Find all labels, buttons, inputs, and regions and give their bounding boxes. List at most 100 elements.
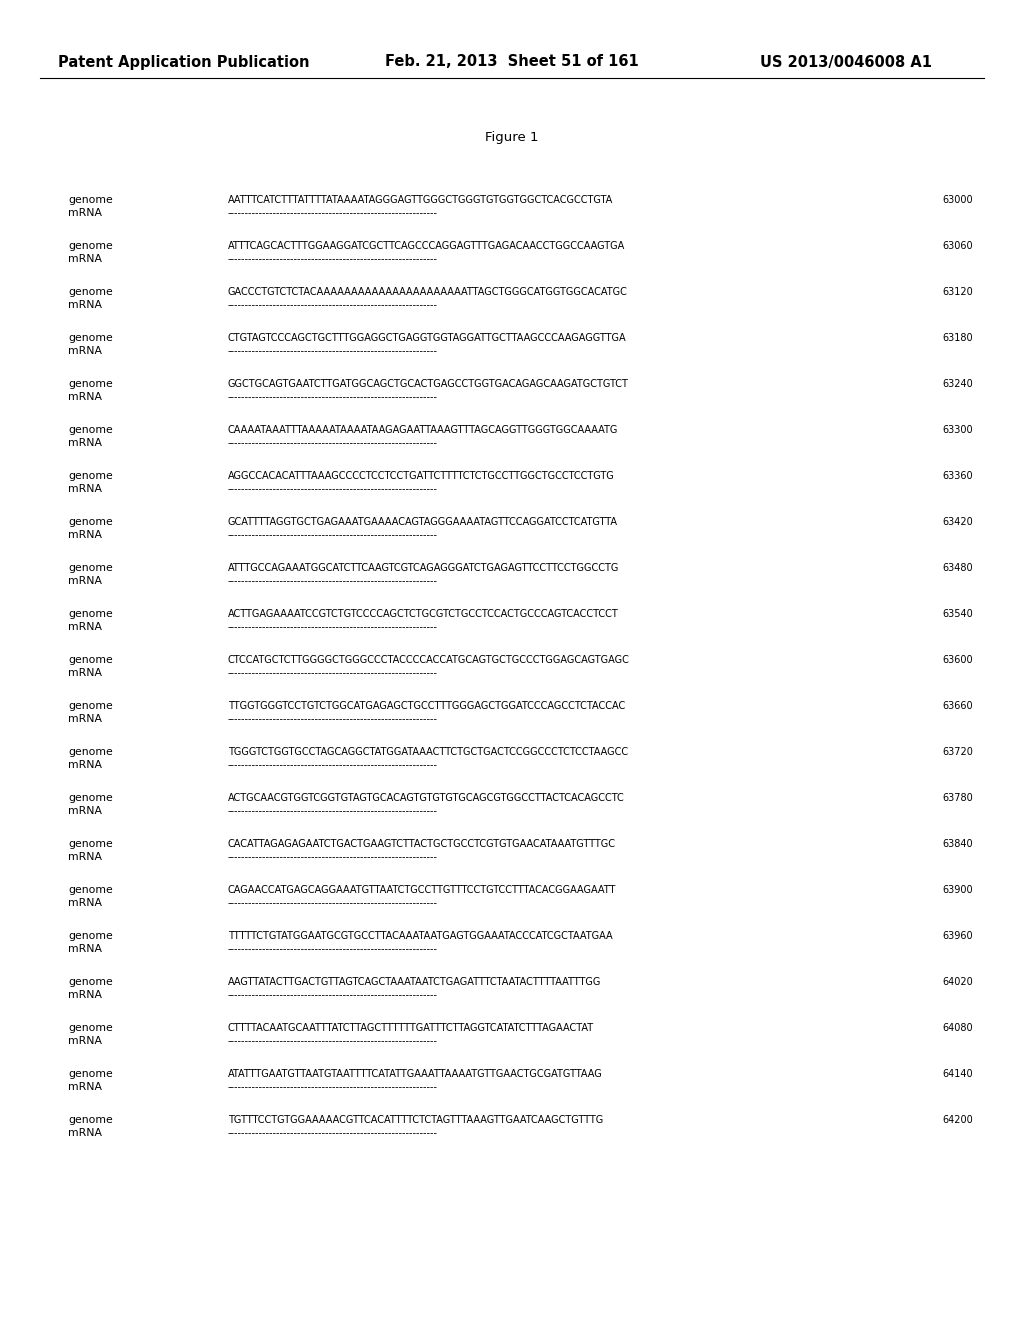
- Text: ------------------------------------------------------------: ----------------------------------------…: [228, 253, 438, 264]
- Text: mRNA: mRNA: [68, 484, 102, 494]
- Text: ------------------------------------------------------------: ----------------------------------------…: [228, 576, 438, 586]
- Text: genome: genome: [68, 609, 113, 619]
- Text: genome: genome: [68, 793, 113, 803]
- Text: genome: genome: [68, 564, 113, 573]
- Text: mRNA: mRNA: [68, 300, 102, 310]
- Text: 64020: 64020: [942, 977, 973, 987]
- Text: GGCTGCAGTGAATCTTGATGGCAGCTGCACTGAGCCTGGTGACAGAGCAAGATGCTGTCT: GGCTGCAGTGAATCTTGATGGCAGCTGCACTGAGCCTGGT…: [228, 379, 629, 389]
- Text: genome: genome: [68, 195, 113, 205]
- Text: mRNA: mRNA: [68, 1129, 102, 1138]
- Text: mRNA: mRNA: [68, 851, 102, 862]
- Text: genome: genome: [68, 931, 113, 941]
- Text: ------------------------------------------------------------: ----------------------------------------…: [228, 300, 438, 310]
- Text: mRNA: mRNA: [68, 760, 102, 770]
- Text: 64140: 64140: [942, 1069, 973, 1078]
- Text: genome: genome: [68, 701, 113, 711]
- Text: mRNA: mRNA: [68, 622, 102, 632]
- Text: mRNA: mRNA: [68, 990, 102, 1001]
- Text: GACCCTGTCTCTACAAAAAAAAAAAAAAAAAAAAAATTAGCTGGGCATGGTGGCACATGC: GACCCTGTCTCTACAAAAAAAAAAAAAAAAAAAAAATTAG…: [228, 286, 628, 297]
- Text: ------------------------------------------------------------: ----------------------------------------…: [228, 944, 438, 954]
- Text: TGTTTCCTGTGGAAAAACGTTCACATTTTCTCTAGTTTAAAGTTGAATCAAGCTGTTTG: TGTTTCCTGTGGAAAAACGTTCACATTTTCTCTAGTTTAA…: [228, 1115, 603, 1125]
- Text: ATTTCAGCACTTTGGAAGGATCGCTTCAGCCCAGGAGTTTGAGACAACCTGGCCAAGTGA: ATTTCAGCACTTTGGAAGGATCGCTTCAGCCCAGGAGTTT…: [228, 242, 626, 251]
- Text: TGGGTCTGGTGCCTAGCAGGCTATGGATAAACTTCTGCTGACTCCGGCCCTCTCCTAAGCC: TGGGTCTGGTGCCTAGCAGGCTATGGATAAACTTCTGCTG…: [228, 747, 628, 756]
- Text: ------------------------------------------------------------: ----------------------------------------…: [228, 438, 438, 447]
- Text: genome: genome: [68, 333, 113, 343]
- Text: GCATTTTAGGTGCTGAGAAATGAAAACAGTAGGGAAAATAGTTCCAGGATCCTCATGTTA: GCATTTTAGGTGCTGAGAAATGAAAACAGTAGGGAAAATA…: [228, 517, 618, 527]
- Text: 63600: 63600: [942, 655, 973, 665]
- Text: genome: genome: [68, 517, 113, 527]
- Text: Figure 1: Figure 1: [485, 132, 539, 144]
- Text: genome: genome: [68, 655, 113, 665]
- Text: 63480: 63480: [942, 564, 973, 573]
- Text: genome: genome: [68, 977, 113, 987]
- Text: CTTTTACAATGCAATTTATCTTAGCTTTTTTGATTTCTTAGGTCATATCTTTAGAACTAT: CTTTTACAATGCAATTTATCTTAGCTTTTTTGATTTCTTA…: [228, 1023, 594, 1034]
- Text: ------------------------------------------------------------: ----------------------------------------…: [228, 760, 438, 770]
- Text: Patent Application Publication: Patent Application Publication: [58, 54, 309, 70]
- Text: genome: genome: [68, 242, 113, 251]
- Text: ACTGCAACGTGGTCGGTGTAGTGCACAGTGTGTGTGCAGCGTGGCCTTACTCACAGCCTC: ACTGCAACGTGGTCGGTGTAGTGCACAGTGTGTGTGCAGC…: [228, 793, 625, 803]
- Text: mRNA: mRNA: [68, 944, 102, 954]
- Text: ------------------------------------------------------------: ----------------------------------------…: [228, 1129, 438, 1138]
- Text: 63900: 63900: [942, 884, 973, 895]
- Text: TTTTTCTGTATGGAATGCGTGCCTTACAAATAATGAGTGGAAATACCCATCGCTAATGAA: TTTTTCTGTATGGAATGCGTGCCTTACAAATAATGAGTGG…: [228, 931, 612, 941]
- Text: mRNA: mRNA: [68, 1036, 102, 1045]
- Text: ------------------------------------------------------------: ----------------------------------------…: [228, 392, 438, 403]
- Text: mRNA: mRNA: [68, 668, 102, 678]
- Text: genome: genome: [68, 425, 113, 436]
- Text: 63720: 63720: [942, 747, 973, 756]
- Text: ------------------------------------------------------------: ----------------------------------------…: [228, 346, 438, 356]
- Text: Feb. 21, 2013  Sheet 51 of 161: Feb. 21, 2013 Sheet 51 of 161: [385, 54, 639, 70]
- Text: AAGTTATACTTGACTGTTAGTCAGCTAAATAATCTGAGATTTCTAATACTTTTAATTTGG: AAGTTATACTTGACTGTTAGTCAGCTAAATAATCTGAGAT…: [228, 977, 601, 987]
- Text: ------------------------------------------------------------: ----------------------------------------…: [228, 484, 438, 494]
- Text: 63240: 63240: [942, 379, 973, 389]
- Text: mRNA: mRNA: [68, 392, 102, 403]
- Text: ------------------------------------------------------------: ----------------------------------------…: [228, 851, 438, 862]
- Text: 63420: 63420: [942, 517, 973, 527]
- Text: ------------------------------------------------------------: ----------------------------------------…: [228, 1082, 438, 1092]
- Text: CACATTAGAGAGAATCTGACTGAAGTCTTACTGCTGCCTCGTGTGAACATAAATGTTTGC: CACATTAGAGAGAATCTGACTGAAGTCTTACTGCTGCCTC…: [228, 840, 616, 849]
- Text: mRNA: mRNA: [68, 209, 102, 218]
- Text: 63120: 63120: [942, 286, 973, 297]
- Text: mRNA: mRNA: [68, 531, 102, 540]
- Text: ------------------------------------------------------------: ----------------------------------------…: [228, 714, 438, 723]
- Text: 63780: 63780: [942, 793, 973, 803]
- Text: ------------------------------------------------------------: ----------------------------------------…: [228, 898, 438, 908]
- Text: genome: genome: [68, 1023, 113, 1034]
- Text: mRNA: mRNA: [68, 576, 102, 586]
- Text: ------------------------------------------------------------: ----------------------------------------…: [228, 209, 438, 218]
- Text: mRNA: mRNA: [68, 1082, 102, 1092]
- Text: genome: genome: [68, 379, 113, 389]
- Text: ------------------------------------------------------------: ----------------------------------------…: [228, 990, 438, 1001]
- Text: genome: genome: [68, 884, 113, 895]
- Text: genome: genome: [68, 747, 113, 756]
- Text: ------------------------------------------------------------: ----------------------------------------…: [228, 622, 438, 632]
- Text: mRNA: mRNA: [68, 253, 102, 264]
- Text: genome: genome: [68, 840, 113, 849]
- Text: 63960: 63960: [942, 931, 973, 941]
- Text: 63000: 63000: [942, 195, 973, 205]
- Text: 63540: 63540: [942, 609, 973, 619]
- Text: TTGGTGGGTCCTGTCTGGCATGAGAGCTGCCTTTGGGAGCTGGATCCCAGCCTCTACCAC: TTGGTGGGTCCTGTCTGGCATGAGAGCTGCCTTTGGGAGC…: [228, 701, 626, 711]
- Text: US 2013/0046008 A1: US 2013/0046008 A1: [760, 54, 932, 70]
- Text: ------------------------------------------------------------: ----------------------------------------…: [228, 807, 438, 816]
- Text: ------------------------------------------------------------: ----------------------------------------…: [228, 531, 438, 540]
- Text: ACTTGAGAAAATCCGTCTGTCCCCAGCTCTGCGTCTGCCTCCACTGCCCAGTCACCTCCT: ACTTGAGAAAATCCGTCTGTCCCCAGCTCTGCGTCTGCCT…: [228, 609, 618, 619]
- Text: 64080: 64080: [942, 1023, 973, 1034]
- Text: CTCCATGCTCTTGGGGCTGGGCCCTACCCCACCATGCAGTGCTGCCCTGGAGCAGTGAGC: CTCCATGCTCTTGGGGCTGGGCCCTACCCCACCATGCAGT…: [228, 655, 630, 665]
- Text: 63360: 63360: [942, 471, 973, 480]
- Text: ATATTTGAATGTTAATGTAATTTTCATATTGAAATTAAAATGTTGAACTGCGATGTTAAG: ATATTTGAATGTTAATGTAATTTTCATATTGAAATTAAAA…: [228, 1069, 603, 1078]
- Text: genome: genome: [68, 1115, 113, 1125]
- Text: AATTTCATCTTTATTTTATAAAATAGGGAGTTGGGCTGGGTGTGGTGGCTCACGCCTGTA: AATTTCATCTTTATTTTATAAAATAGGGAGTTGGGCTGGG…: [228, 195, 613, 205]
- Text: mRNA: mRNA: [68, 898, 102, 908]
- Text: 63300: 63300: [942, 425, 973, 436]
- Text: ATTTGCCAGAAATGGCATCTTCAAGTCGTCAGAGGGATCTGAGAGTTCCTTCCTGGCCTG: ATTTGCCAGAAATGGCATCTTCAAGTCGTCAGAGGGATCT…: [228, 564, 620, 573]
- Text: CAAAATAAATTTAAAAATAAAATAAGAGAATTAAAGTTTAGCAGGTTGGGTGGCAAAATG: CAAAATAAATTTAAAAATAAAATAAGAGAATTAAAGTTTA…: [228, 425, 618, 436]
- Text: 63660: 63660: [942, 701, 973, 711]
- Text: 63060: 63060: [942, 242, 973, 251]
- Text: 63180: 63180: [942, 333, 973, 343]
- Text: 64200: 64200: [942, 1115, 973, 1125]
- Text: mRNA: mRNA: [68, 807, 102, 816]
- Text: ------------------------------------------------------------: ----------------------------------------…: [228, 1036, 438, 1045]
- Text: CTGTAGTCCCAGCTGCTTTGGAGGCTGAGGTGGTAGGATTGCTTAAGCCCAAGAGGTTGA: CTGTAGTCCCAGCTGCTTTGGAGGCTGAGGTGGTAGGATT…: [228, 333, 627, 343]
- Text: mRNA: mRNA: [68, 714, 102, 723]
